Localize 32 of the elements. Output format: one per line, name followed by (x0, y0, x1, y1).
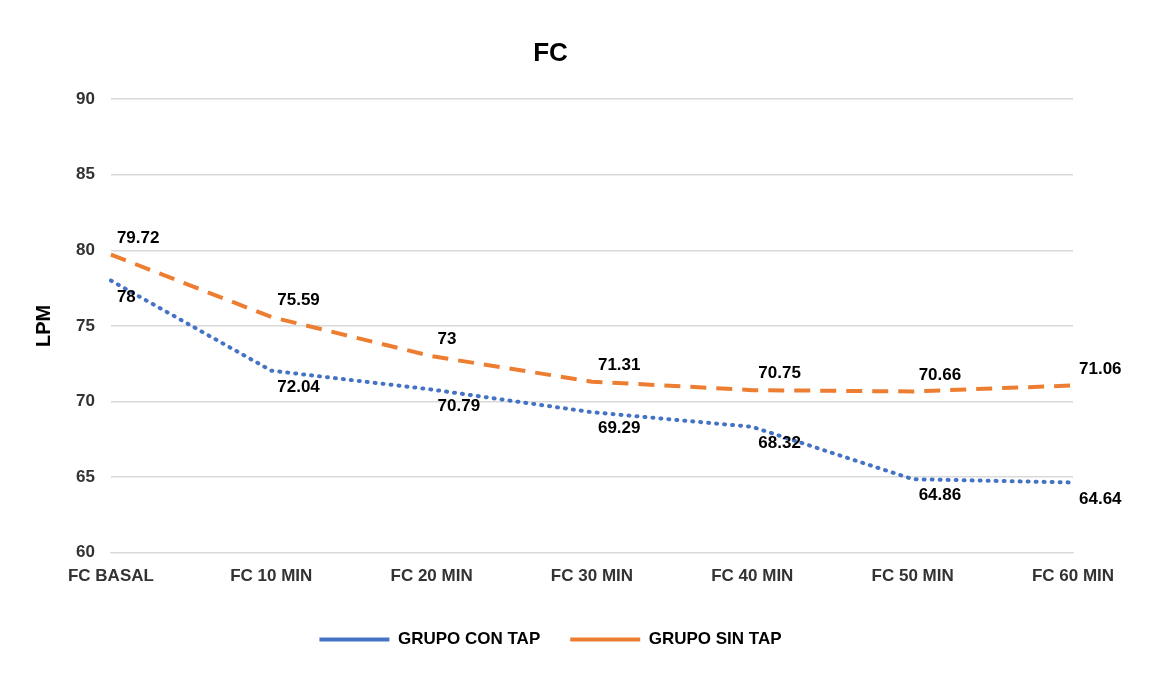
data-label: 68.32 (758, 433, 801, 453)
chart-title: FC (533, 36, 569, 67)
x-tick-label: FC 20 MIN (390, 566, 473, 586)
x-tick-label: FC BASAL (67, 566, 154, 586)
y-tick-label: 60 (75, 542, 95, 562)
data-label: 72.04 (277, 376, 321, 396)
y-tick-label: 70 (75, 391, 95, 411)
data-label: 70.75 (758, 363, 801, 383)
y-axis-title: LPM (31, 304, 54, 348)
data-label: 71.06 (1079, 358, 1122, 378)
data-label: 73 (437, 329, 457, 349)
data-label: 78 (116, 286, 136, 306)
data-label: 79.72 (116, 227, 160, 247)
x-tick-label: FC 40 MIN (711, 566, 794, 586)
data-label: 64.64 (1079, 488, 1123, 508)
data-label: 70.66 (918, 364, 962, 384)
y-tick-label: 75 (75, 315, 95, 335)
legend-label: GRUPO SIN TAP (648, 629, 782, 649)
y-tick-label: 85 (75, 164, 95, 184)
data-label: 75.59 (277, 290, 320, 310)
data-label: 64.86 (918, 485, 962, 505)
legend-label: GRUPO CON TAP (397, 629, 541, 649)
y-tick-label: 80 (75, 240, 95, 260)
y-tick-label: 65 (75, 466, 95, 486)
x-tick-label: FC 10 MIN (230, 566, 313, 586)
data-label: 70.79 (437, 395, 481, 415)
x-tick-label: FC 30 MIN (550, 566, 634, 586)
data-label: 71.31 (597, 354, 641, 374)
y-tick-label: 90 (75, 88, 95, 108)
x-tick-label: FC 60 MIN (1031, 566, 1115, 586)
data-label: 69.29 (597, 418, 641, 438)
x-tick-label: FC 50 MIN (871, 566, 954, 586)
